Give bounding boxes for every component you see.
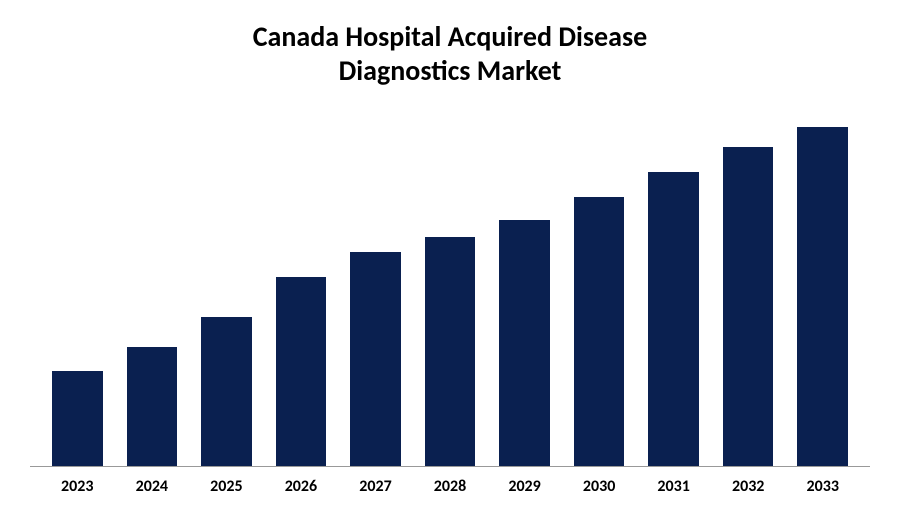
x-label-2025: 2025 [201,477,252,496]
x-label-2031: 2031 [648,477,699,496]
bar-2031 [648,172,699,466]
bar-2033 [797,127,848,466]
x-axis-labels: 2023 2024 2025 2026 2027 2028 2029 2030 2031 2032… [30,467,870,496]
bar-2025 [201,317,252,467]
title-line-1: Canada Hospital Acquired Disease [30,20,870,54]
x-label-2024: 2024 [127,477,178,496]
x-label-2023: 2023 [52,477,103,496]
bar-2028 [425,237,476,466]
x-label-2032: 2032 [723,477,774,496]
bar-2026 [276,277,327,466]
title-line-2: Diagnostics Market [30,54,870,88]
x-label-2026: 2026 [276,477,327,496]
x-label-2027: 2027 [350,477,401,496]
bar-2024 [127,347,178,467]
chart-container: Canada Hospital Acquired Disease Diagnos… [0,0,900,525]
x-label-2030: 2030 [574,477,625,496]
bars-group [30,107,870,466]
plot-area [30,107,870,467]
bar-2023 [52,371,103,466]
x-label-2033: 2033 [797,477,848,496]
x-label-2029: 2029 [499,477,550,496]
bar-2029 [499,220,550,466]
bar-2030 [574,197,625,466]
x-label-2028: 2028 [425,477,476,496]
chart-title: Canada Hospital Acquired Disease Diagnos… [30,20,870,87]
bar-2027 [350,252,401,466]
bar-2032 [723,147,774,466]
